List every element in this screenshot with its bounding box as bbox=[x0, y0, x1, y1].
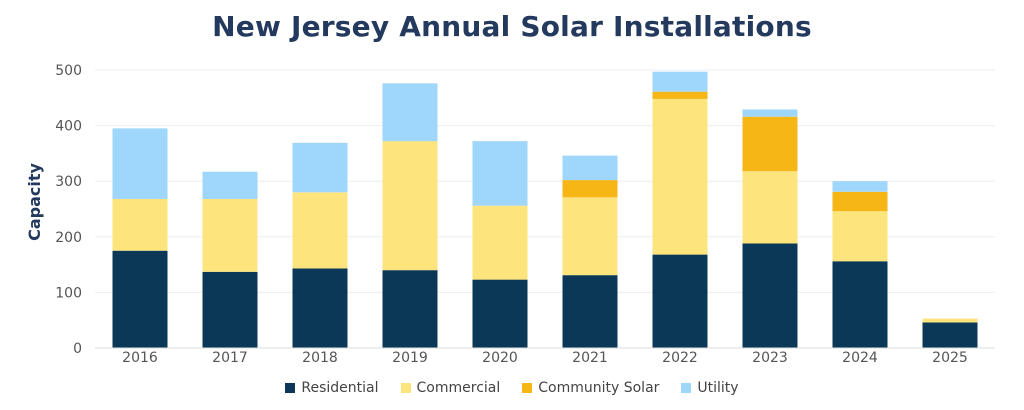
y-axis-ticks: 0 100 200 300 400 500 bbox=[55, 63, 82, 357]
x-tick-label: 2017 bbox=[212, 350, 248, 366]
bar-commercial-2020 bbox=[472, 205, 528, 280]
bar-commercial-2022 bbox=[652, 98, 708, 255]
legend-label: Utility bbox=[697, 380, 739, 396]
bar-utility-2019 bbox=[382, 83, 438, 142]
x-tick-label: 2021 bbox=[572, 350, 608, 366]
legend-swatch bbox=[681, 383, 692, 393]
bar-residential-2023 bbox=[742, 243, 798, 348]
bar-utility-2018 bbox=[292, 142, 348, 193]
legend-label: Commercial bbox=[416, 380, 501, 396]
bar-residential-2016 bbox=[112, 250, 168, 348]
legend-swatch bbox=[400, 383, 411, 393]
bar-commercial-2018 bbox=[292, 192, 348, 269]
bars bbox=[112, 71, 978, 348]
legend-item-residential: Residential bbox=[285, 380, 379, 396]
legend-label: Residential bbox=[301, 380, 379, 396]
bar-residential-2024 bbox=[832, 261, 888, 348]
legend-swatch bbox=[522, 383, 533, 393]
y-tick-label: 100 bbox=[55, 285, 82, 301]
chart-title: New Jersey Annual Solar Installations bbox=[212, 10, 812, 43]
bar-residential-2022 bbox=[652, 254, 708, 348]
legend-label: Community Solar bbox=[538, 380, 660, 396]
y-axis-label: Capacity bbox=[25, 163, 44, 241]
bar-commercial-2016 bbox=[112, 198, 168, 251]
bar-utility-2020 bbox=[472, 141, 528, 206]
bar-residential-2018 bbox=[292, 268, 348, 348]
y-tick-label: 300 bbox=[55, 174, 82, 190]
bar-residential-2025 bbox=[922, 322, 978, 348]
bar-commercial-2017 bbox=[202, 198, 258, 272]
x-axis-ticks: 2016 2017 2018 2019 2020 2021 2022 2023 2024 2025 bbox=[122, 350, 968, 366]
bar-utility-2017 bbox=[202, 171, 258, 199]
bar-commercial-2021 bbox=[562, 197, 618, 276]
bar-utility-2022 bbox=[652, 71, 708, 92]
bar-residential-2021 bbox=[562, 275, 618, 348]
bar-residential-2019 bbox=[382, 270, 438, 348]
bar-utility-2024 bbox=[832, 181, 888, 192]
y-tick-label: 200 bbox=[55, 230, 82, 246]
bar-community-solar-2022 bbox=[652, 91, 708, 99]
bar-residential-2020 bbox=[472, 279, 528, 348]
x-tick-label: 2018 bbox=[302, 350, 338, 366]
bar-utility-2021 bbox=[562, 155, 618, 181]
y-tick-label: 0 bbox=[73, 341, 82, 357]
x-tick-label: 2022 bbox=[662, 350, 698, 366]
x-tick-label: 2016 bbox=[122, 350, 158, 366]
x-tick-label: 2020 bbox=[482, 350, 518, 366]
bar-community-solar-2021 bbox=[562, 180, 618, 198]
bar-community-solar-2023 bbox=[742, 116, 798, 172]
bar-commercial-2024 bbox=[832, 211, 888, 262]
bar-community-solar-2024 bbox=[832, 191, 888, 212]
bar-commercial-2025 bbox=[922, 318, 978, 323]
y-tick-label: 500 bbox=[55, 63, 82, 79]
legend-swatch bbox=[285, 383, 296, 393]
legend: Residential Commercial Community Solar Util… bbox=[0, 380, 1024, 396]
bar-residential-2017 bbox=[202, 271, 258, 348]
x-tick-label: 2019 bbox=[392, 350, 428, 366]
legend-item-community-solar: Community Solar bbox=[522, 380, 659, 396]
bar-commercial-2023 bbox=[742, 171, 798, 244]
bar-utility-2023 bbox=[742, 109, 798, 117]
y-tick-label: 400 bbox=[55, 119, 82, 135]
bar-commercial-2019 bbox=[382, 141, 438, 271]
bar-utility-2016 bbox=[112, 128, 168, 199]
x-tick-label: 2024 bbox=[842, 350, 878, 366]
x-tick-label: 2025 bbox=[932, 350, 968, 366]
legend-item-commercial: Commercial bbox=[400, 380, 501, 396]
legend-item-utility: Utility bbox=[681, 380, 739, 396]
x-tick-label: 2023 bbox=[752, 350, 788, 366]
